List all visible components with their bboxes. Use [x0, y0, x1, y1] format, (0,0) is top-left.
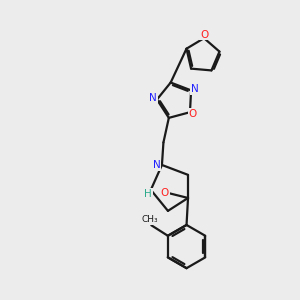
Text: H: H: [144, 189, 152, 199]
Text: N: N: [191, 84, 199, 94]
Text: N: N: [149, 93, 157, 103]
Text: O: O: [200, 30, 208, 40]
Text: O: O: [189, 109, 197, 119]
Text: N: N: [153, 160, 160, 170]
Text: CH₃: CH₃: [142, 215, 158, 224]
Text: O: O: [161, 188, 169, 198]
